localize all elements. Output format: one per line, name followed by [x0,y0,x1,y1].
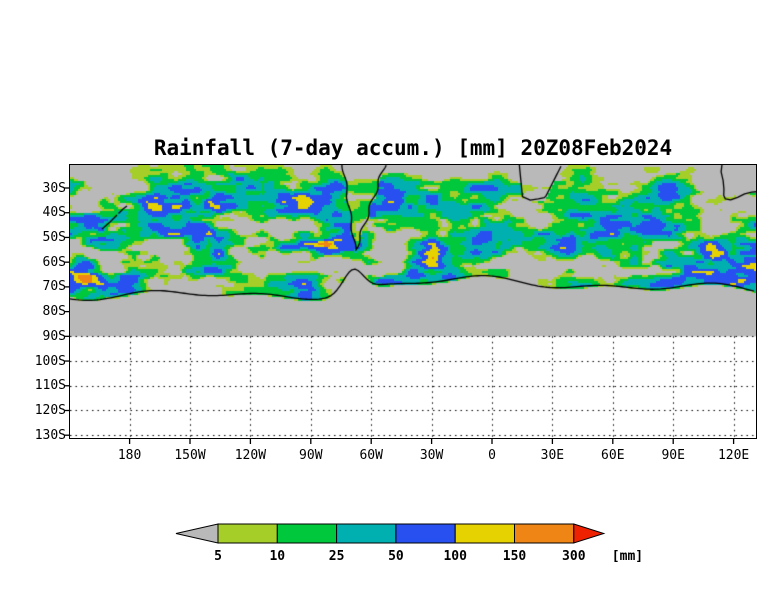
y-axis-label: 110S [34,378,66,394]
colorbar-below-arrow [175,523,219,544]
colorbar-above-arrow [573,523,606,544]
colorbar-threshold-label: 50 [388,549,404,564]
x-axis-label: 60W [359,448,383,463]
x-axis-label: 30E [540,448,565,463]
plot-area [68,163,757,439]
rainfall-map-canvas [69,164,756,438]
y-axis-label: 50S [42,229,66,245]
colorbar-band [276,523,338,544]
colorbar-threshold-label: 300 [562,549,586,564]
x-axis-label: 30W [419,448,444,463]
y-axis-label: 60S [42,254,66,270]
colorbar-threshold-label: 150 [503,549,527,564]
chart-title: Rainfall (7-day accum.) [mm] 20Z08Feb202… [153,136,673,160]
x-axis-label: 120E [717,448,750,463]
colorbar-threshold-label: 10 [269,549,285,564]
x-axis-label: 90W [299,448,323,463]
x-axis-label: 90E [661,448,685,463]
y-axis-label: 90S [42,328,66,344]
y-axis-label: 40S [42,205,66,221]
x-axis-label: 120W [234,448,267,463]
y-axis-label: 80S [42,304,66,320]
colorbar-threshold-label: 100 [443,549,467,564]
y-axis-label: 100S [34,353,66,369]
colorbar-band [514,523,575,544]
y-axis-label: 130S [34,427,66,443]
x-axis-label: 180 [117,448,142,463]
y-axis-label: 30S [42,180,66,196]
y-axis-label: 70S [42,279,66,295]
colorbar-band [217,523,278,544]
colorbar-units-label: [mm] [612,549,643,564]
y-axis-label: 120S [34,402,66,418]
colorbar-band [336,523,397,544]
x-axis-label: 60E [601,448,625,463]
x-axis-label: 0 [488,448,496,463]
colorbar-threshold-label: 25 [329,549,345,564]
colorbar-legend: 5 10 25 50 100 150 300 [mm] [175,523,643,564]
colorbar-band [454,523,516,544]
colorbar-band [395,523,456,544]
colorbar-threshold-label: 5 [214,549,222,564]
x-axis-label: 150W [174,448,206,463]
